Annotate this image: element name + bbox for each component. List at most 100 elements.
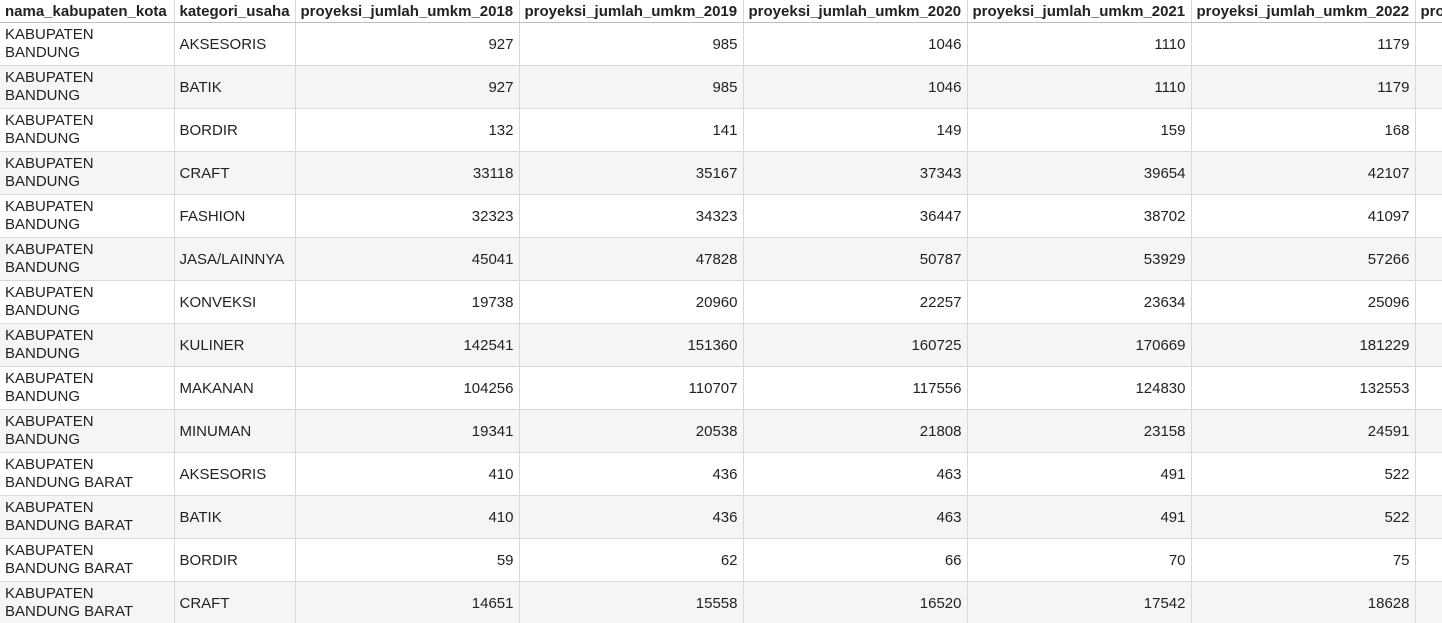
- table-row[interactable]: KABUPATEN BANDUNG BORDIR 132 141 149 159 168: [0, 108, 1442, 152]
- cell-truncated[interactable]: [1415, 151, 1442, 195]
- cell-kategori-usaha[interactable]: AKSESORIS: [174, 22, 296, 66]
- table-row[interactable]: KABUPATEN BANDUNG BARAT BORDIR 59 62 66 70 75: [0, 538, 1442, 582]
- cell-proyeksi-2018[interactable]: 19341: [295, 409, 520, 453]
- cell-proyeksi-2020[interactable]: 36447: [743, 194, 968, 238]
- cell-proyeksi-2018[interactable]: 33118: [295, 151, 520, 195]
- cell-truncated[interactable]: [1415, 452, 1442, 496]
- cell-proyeksi-2021[interactable]: 1110: [967, 65, 1192, 109]
- cell-proyeksi-2022[interactable]: 181229: [1191, 323, 1416, 367]
- cell-proyeksi-2019[interactable]: 15558: [519, 581, 744, 623]
- table-row[interactable]: KABUPATEN BANDUNG CRAFT 33118 35167 37343 396…: [0, 151, 1442, 195]
- cell-nama-kabupaten-kota[interactable]: KABUPATEN BANDUNG: [0, 280, 175, 324]
- cell-proyeksi-2022[interactable]: 1179: [1191, 65, 1416, 109]
- cell-proyeksi-2018[interactable]: 927: [295, 22, 520, 66]
- cell-kategori-usaha[interactable]: FASHION: [174, 194, 296, 238]
- table-row[interactable]: KABUPATEN BANDUNG JASA/LAINNYA 45041 47828 5…: [0, 237, 1442, 281]
- cell-nama-kabupaten-kota[interactable]: KABUPATEN BANDUNG: [0, 151, 175, 195]
- cell-proyeksi-2020[interactable]: 149: [743, 108, 968, 152]
- cell-kategori-usaha[interactable]: MINUMAN: [174, 409, 296, 453]
- cell-truncated[interactable]: [1415, 323, 1442, 367]
- table-row[interactable]: KABUPATEN BANDUNG BARAT CRAFT 14651 15558 16…: [0, 581, 1442, 623]
- cell-proyeksi-2018[interactable]: 59: [295, 538, 520, 582]
- cell-proyeksi-2021[interactable]: 170669: [967, 323, 1192, 367]
- cell-proyeksi-2018[interactable]: 32323: [295, 194, 520, 238]
- column-header-proyeksi-2022[interactable]: proyeksi_jumlah_umkm_2022: [1191, 0, 1416, 23]
- cell-proyeksi-2020[interactable]: 37343: [743, 151, 968, 195]
- cell-proyeksi-2022[interactable]: 522: [1191, 452, 1416, 496]
- cell-nama-kabupaten-kota[interactable]: KABUPATEN BANDUNG: [0, 237, 175, 281]
- cell-proyeksi-2020[interactable]: 16520: [743, 581, 968, 623]
- cell-truncated[interactable]: [1415, 237, 1442, 281]
- cell-nama-kabupaten-kota[interactable]: KABUPATEN BANDUNG BARAT: [0, 495, 175, 539]
- column-header-kategori-usaha[interactable]: kategori_usaha: [174, 0, 296, 23]
- cell-proyeksi-2022[interactable]: 132553: [1191, 366, 1416, 410]
- cell-proyeksi-2019[interactable]: 985: [519, 22, 744, 66]
- cell-proyeksi-2018[interactable]: 927: [295, 65, 520, 109]
- cell-proyeksi-2019[interactable]: 436: [519, 495, 744, 539]
- cell-proyeksi-2019[interactable]: 110707: [519, 366, 744, 410]
- cell-proyeksi-2021[interactable]: 53929: [967, 237, 1192, 281]
- cell-proyeksi-2021[interactable]: 38702: [967, 194, 1192, 238]
- cell-proyeksi-2020[interactable]: 117556: [743, 366, 968, 410]
- cell-proyeksi-2022[interactable]: 18628: [1191, 581, 1416, 623]
- cell-truncated[interactable]: [1415, 538, 1442, 582]
- cell-nama-kabupaten-kota[interactable]: KABUPATEN BANDUNG: [0, 65, 175, 109]
- cell-proyeksi-2020[interactable]: 1046: [743, 65, 968, 109]
- cell-proyeksi-2019[interactable]: 47828: [519, 237, 744, 281]
- cell-proyeksi-2021[interactable]: 1110: [967, 22, 1192, 66]
- cell-proyeksi-2019[interactable]: 985: [519, 65, 744, 109]
- cell-kategori-usaha[interactable]: AKSESORIS: [174, 452, 296, 496]
- cell-kategori-usaha[interactable]: KULINER: [174, 323, 296, 367]
- cell-truncated[interactable]: [1415, 495, 1442, 539]
- column-header-proyeksi-2021[interactable]: proyeksi_jumlah_umkm_2021: [967, 0, 1192, 23]
- cell-nama-kabupaten-kota[interactable]: KABUPATEN BANDUNG: [0, 409, 175, 453]
- cell-proyeksi-2018[interactable]: 104256: [295, 366, 520, 410]
- cell-nama-kabupaten-kota[interactable]: KABUPATEN BANDUNG: [0, 108, 175, 152]
- cell-kategori-usaha[interactable]: JASA/LAINNYA: [174, 237, 296, 281]
- cell-proyeksi-2018[interactable]: 142541: [295, 323, 520, 367]
- cell-truncated[interactable]: [1415, 65, 1442, 109]
- table-row[interactable]: KABUPATEN BANDUNG KULINER 142541 151360 1607…: [0, 323, 1442, 367]
- cell-proyeksi-2022[interactable]: 57266: [1191, 237, 1416, 281]
- table-row[interactable]: KABUPATEN BANDUNG MAKANAN 104256 110707 1175…: [0, 366, 1442, 410]
- table-row[interactable]: KABUPATEN BANDUNG MINUMAN 19341 20538 21808 2…: [0, 409, 1442, 453]
- cell-proyeksi-2021[interactable]: 39654: [967, 151, 1192, 195]
- cell-proyeksi-2022[interactable]: 24591: [1191, 409, 1416, 453]
- column-header-proyeksi-2018[interactable]: proyeksi_jumlah_umkm_2018: [295, 0, 520, 23]
- cell-truncated[interactable]: [1415, 194, 1442, 238]
- cell-proyeksi-2018[interactable]: 410: [295, 452, 520, 496]
- cell-nama-kabupaten-kota[interactable]: KABUPATEN BANDUNG BARAT: [0, 452, 175, 496]
- cell-proyeksi-2019[interactable]: 35167: [519, 151, 744, 195]
- table-row[interactable]: KABUPATEN BANDUNG FASHION 32323 34323 36447 3…: [0, 194, 1442, 238]
- cell-kategori-usaha[interactable]: BORDIR: [174, 108, 296, 152]
- cell-proyeksi-2018[interactable]: 132: [295, 108, 520, 152]
- cell-proyeksi-2020[interactable]: 160725: [743, 323, 968, 367]
- cell-proyeksi-2020[interactable]: 66: [743, 538, 968, 582]
- cell-proyeksi-2019[interactable]: 20538: [519, 409, 744, 453]
- cell-proyeksi-2018[interactable]: 45041: [295, 237, 520, 281]
- cell-proyeksi-2022[interactable]: 522: [1191, 495, 1416, 539]
- table-row[interactable]: KABUPATEN BANDUNG BARAT BATIK 410 436 463 491…: [0, 495, 1442, 539]
- cell-kategori-usaha[interactable]: BATIK: [174, 65, 296, 109]
- table-row[interactable]: KABUPATEN BANDUNG BARAT AKSESORIS 410 436 46…: [0, 452, 1442, 496]
- column-header-nama-kabupaten-kota[interactable]: nama_kabupaten_kota: [0, 0, 175, 23]
- cell-proyeksi-2021[interactable]: 159: [967, 108, 1192, 152]
- cell-kategori-usaha[interactable]: KONVEKSI: [174, 280, 296, 324]
- cell-proyeksi-2022[interactable]: 168: [1191, 108, 1416, 152]
- cell-proyeksi-2022[interactable]: 42107: [1191, 151, 1416, 195]
- cell-nama-kabupaten-kota[interactable]: KABUPATEN BANDUNG: [0, 194, 175, 238]
- cell-proyeksi-2020[interactable]: 1046: [743, 22, 968, 66]
- cell-proyeksi-2019[interactable]: 151360: [519, 323, 744, 367]
- cell-proyeksi-2019[interactable]: 20960: [519, 280, 744, 324]
- cell-proyeksi-2021[interactable]: 491: [967, 452, 1192, 496]
- cell-nama-kabupaten-kota[interactable]: KABUPATEN BANDUNG: [0, 366, 175, 410]
- cell-truncated[interactable]: [1415, 409, 1442, 453]
- column-header-proyeksi-2019[interactable]: proyeksi_jumlah_umkm_2019: [519, 0, 744, 23]
- cell-proyeksi-2021[interactable]: 23634: [967, 280, 1192, 324]
- cell-proyeksi-2021[interactable]: 23158: [967, 409, 1192, 453]
- cell-proyeksi-2020[interactable]: 463: [743, 452, 968, 496]
- table-row[interactable]: KABUPATEN BANDUNG KONVEKSI 19738 20960 22257…: [0, 280, 1442, 324]
- cell-proyeksi-2018[interactable]: 410: [295, 495, 520, 539]
- cell-proyeksi-2021[interactable]: 124830: [967, 366, 1192, 410]
- cell-proyeksi-2020[interactable]: 21808: [743, 409, 968, 453]
